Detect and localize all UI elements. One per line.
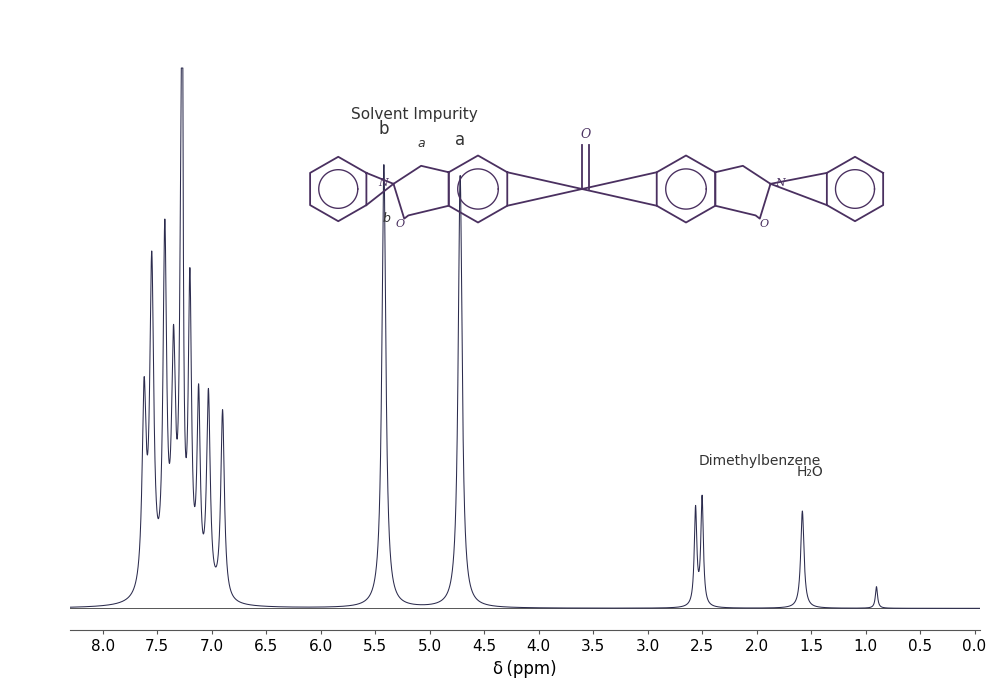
Text: N: N [776, 178, 785, 188]
Text: H₂O: H₂O [797, 465, 824, 479]
Text: O: O [395, 218, 405, 229]
Text: a: a [417, 136, 425, 150]
Text: Dimethylbenzene: Dimethylbenzene [699, 454, 821, 468]
Text: O: O [759, 218, 769, 229]
Text: Solvent Impurity: Solvent Impurity [351, 107, 478, 122]
Text: O: O [580, 127, 590, 141]
Text: a: a [455, 131, 465, 149]
Text: N: N [379, 178, 388, 188]
Text: b: b [382, 212, 390, 225]
Text: b: b [379, 120, 389, 139]
X-axis label: δ (ppm): δ (ppm) [493, 659, 557, 678]
